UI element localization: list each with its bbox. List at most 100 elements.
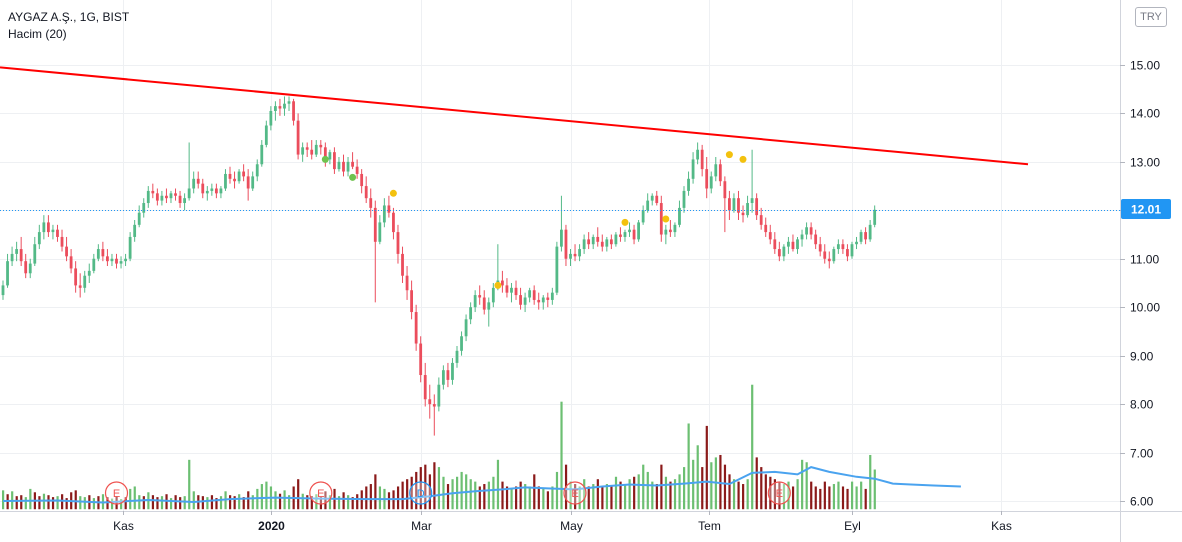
candle: [609, 234, 613, 250]
candle-body: [864, 232, 867, 240]
volume-bar: [38, 496, 41, 510]
candle-body: [814, 234, 818, 245]
candle-body: [564, 229, 568, 259]
volume-bar: [437, 467, 441, 510]
event-marker[interactable]: E: [563, 481, 587, 505]
volume-bar: [120, 499, 123, 510]
candle: [682, 186, 686, 213]
candle-body: [110, 258, 114, 262]
volume-bar: [74, 490, 77, 510]
volume-bar: [614, 476, 618, 510]
volume-bar: [460, 471, 463, 510]
candle: [47, 215, 50, 237]
candle: [673, 222, 677, 237]
candle: [687, 171, 690, 196]
y-tick-label: 8.00: [1130, 398, 1154, 412]
candle: [746, 195, 749, 218]
signal-dot: [662, 215, 670, 223]
candle-body: [850, 244, 854, 257]
volume-indicator-title[interactable]: Hacim (20): [8, 27, 67, 41]
volume-bar: [610, 486, 613, 510]
event-circle: [767, 481, 791, 505]
candle-body: [501, 280, 504, 286]
currency-button[interactable]: TRY: [1135, 7, 1167, 27]
signal-dot: [349, 173, 357, 181]
event-circle: [104, 481, 129, 505]
candle-body: [469, 307, 473, 320]
last-price-value: 12.01: [1131, 203, 1161, 217]
volume-bar: [605, 484, 609, 510]
event-circle: [563, 481, 587, 505]
candle-body: [310, 149, 314, 155]
volume-bar: [142, 496, 145, 510]
candle-body: [764, 224, 768, 233]
volume-bar: [841, 486, 845, 510]
candle: [178, 190, 182, 208]
volume-bar: [646, 471, 649, 510]
volume-bar: [637, 474, 640, 510]
volume-bar: [337, 496, 341, 510]
candle-body: [691, 159, 695, 179]
candle: [196, 171, 200, 189]
volume-bar: [742, 484, 745, 510]
candle: [573, 244, 577, 262]
volume-bar: [483, 484, 486, 510]
candle-body: [682, 190, 686, 208]
candle-body: [678, 207, 681, 225]
volume-bar: [124, 497, 127, 510]
candle-body: [274, 106, 277, 111]
candle-body: [414, 312, 418, 344]
candle: [378, 215, 382, 245]
candle-body: [696, 149, 700, 160]
candle: [237, 169, 241, 184]
candle: [855, 236, 858, 250]
volume-bar: [542, 488, 545, 510]
candle-body: [637, 222, 640, 240]
candle-body: [92, 258, 96, 271]
candle: [242, 164, 246, 182]
symbol-title[interactable]: AYGAZ A.Ş., 1G, BIST: [8, 10, 130, 24]
volume-bar: [251, 495, 254, 510]
candle: [541, 295, 545, 310]
volume-bar: [79, 496, 82, 510]
candle-body: [782, 246, 786, 257]
volume-bar: [278, 493, 282, 510]
candle: [187, 142, 191, 201]
event-label: E: [113, 488, 120, 500]
signal-dot: [321, 155, 329, 163]
volume-bar: [855, 486, 858, 510]
candle-body: [137, 212, 141, 225]
candle-body: [800, 234, 804, 240]
candle: [287, 96, 291, 111]
candle: [296, 113, 300, 160]
candle-body: [591, 236, 595, 245]
candle-body: [69, 256, 73, 269]
volume-bar: [110, 498, 114, 510]
volume-bar: [846, 488, 849, 510]
candle: [868, 219, 872, 242]
volume-bar: [92, 498, 95, 510]
candle: [65, 236, 68, 262]
candle: [428, 384, 432, 419]
candle: [827, 251, 831, 269]
event-marker[interactable]: E: [767, 481, 791, 505]
volume-bar: [138, 495, 141, 510]
candle-body: [755, 198, 759, 216]
volume-bar: [351, 497, 354, 510]
candle-body: [550, 292, 554, 300]
candle: [510, 282, 513, 303]
candle-body: [705, 169, 709, 189]
volume-bar: [669, 481, 672, 510]
candle-body: [42, 222, 46, 233]
event-marker[interactable]: E: [309, 481, 333, 505]
event-marker[interactable]: D: [409, 481, 433, 505]
volume-bar: [210, 495, 214, 510]
candle: [478, 285, 482, 305]
candle: [859, 229, 863, 245]
candles: [1, 96, 877, 436]
candle-body: [641, 210, 645, 223]
volume-bar: [764, 474, 767, 510]
event-marker[interactable]: E: [104, 481, 129, 505]
